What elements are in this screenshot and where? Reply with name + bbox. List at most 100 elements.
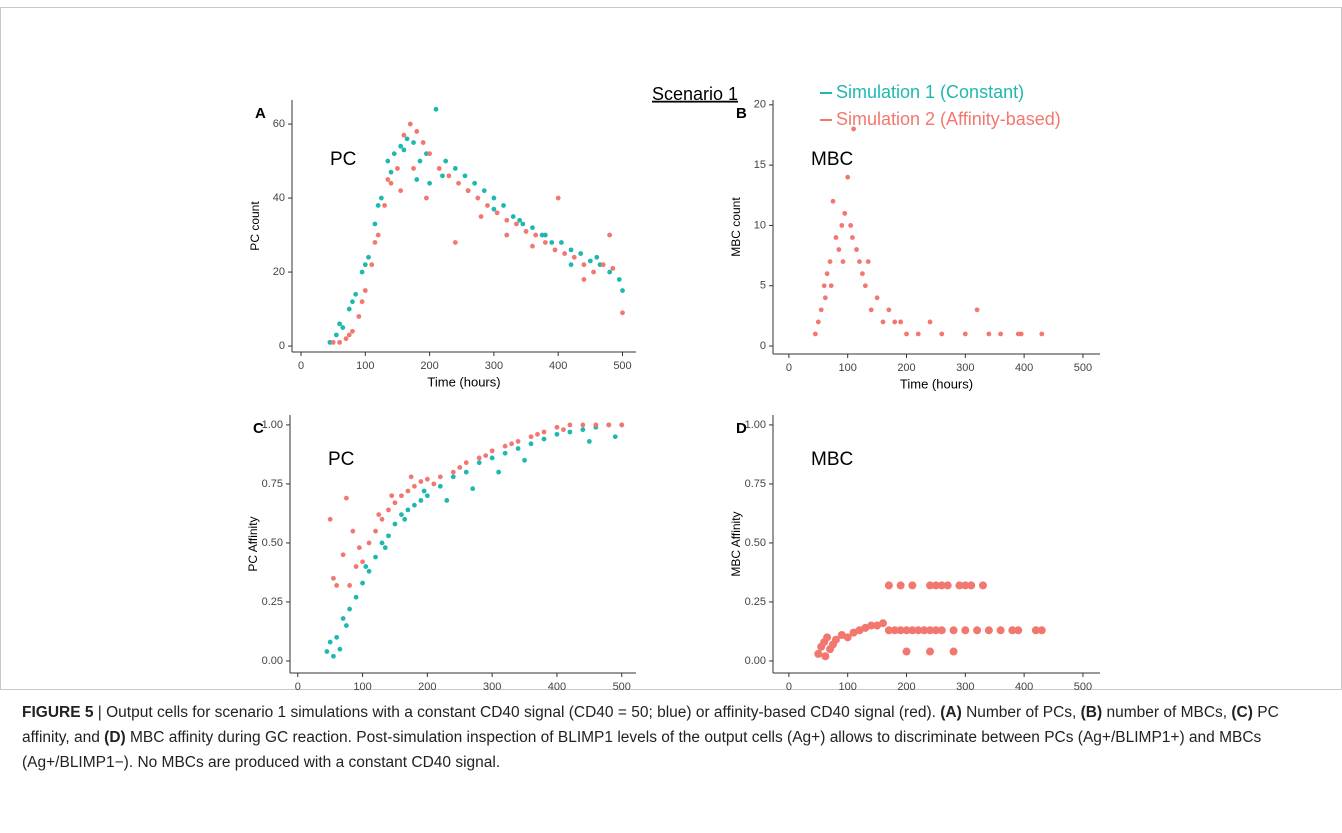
data-point	[373, 528, 378, 534]
data-point	[359, 269, 365, 275]
data-point	[514, 221, 519, 227]
data-point	[616, 277, 622, 282]
data-point	[392, 521, 398, 527]
data-point	[392, 500, 398, 506]
data-point	[334, 634, 340, 640]
data-point	[821, 283, 827, 289]
panel-letter: D	[736, 420, 747, 437]
data-point	[939, 331, 945, 337]
data-point	[330, 339, 336, 345]
x-tick-label: 500	[1074, 362, 1092, 374]
data-point	[562, 251, 568, 256]
data-point	[843, 633, 852, 642]
data-point	[504, 217, 510, 223]
x-tick-label: 400	[549, 360, 567, 372]
data-point	[986, 331, 992, 337]
data-point	[926, 626, 935, 635]
data-point	[927, 319, 933, 325]
data-point	[859, 271, 865, 277]
data-point	[580, 422, 586, 428]
data-point	[607, 232, 613, 238]
y-tick-label: 5	[760, 280, 766, 292]
data-point	[353, 594, 359, 600]
data-point	[360, 580, 365, 586]
x-tick-label: 200	[418, 681, 436, 690]
x-tick-label: 100	[839, 362, 857, 374]
data-point	[555, 195, 561, 201]
data-point	[967, 581, 976, 590]
data-point	[327, 639, 333, 645]
data-point	[502, 450, 508, 456]
x-tick-label: 300	[956, 362, 974, 374]
data-point	[831, 635, 840, 644]
data-point	[379, 540, 385, 546]
data-point	[824, 271, 830, 277]
y-tick-label: 0.00	[262, 655, 283, 667]
data-point	[337, 321, 342, 327]
data-point	[943, 581, 952, 590]
data-point	[509, 441, 514, 447]
data-point	[961, 626, 970, 635]
data-point	[427, 151, 432, 157]
data-point	[949, 647, 958, 656]
data-point	[350, 328, 355, 334]
data-point	[424, 476, 430, 482]
y-tick-label: 10	[754, 219, 766, 231]
x-tick-label: 300	[485, 360, 503, 372]
x-tick-label: 400	[548, 681, 566, 690]
data-point	[554, 431, 560, 437]
data-point	[504, 232, 510, 238]
data-point	[878, 619, 887, 628]
data-point	[949, 626, 958, 635]
data-point	[496, 469, 502, 475]
data-point	[1018, 331, 1024, 337]
data-point	[904, 331, 909, 337]
data-point	[440, 173, 445, 179]
data-point	[619, 422, 625, 428]
data-point	[996, 626, 1005, 635]
data-point	[372, 240, 378, 245]
data-point	[372, 221, 378, 227]
y-tick-label: 0.50	[745, 537, 766, 549]
data-point	[984, 626, 993, 635]
data-point	[483, 453, 489, 459]
data-point	[388, 169, 394, 175]
data-point	[481, 188, 487, 194]
data-point	[542, 240, 548, 245]
data-point	[382, 545, 388, 551]
data-point	[356, 314, 362, 319]
data-point	[446, 173, 452, 179]
data-point	[331, 653, 336, 659]
y-tick-label: 0.25	[262, 596, 283, 608]
data-point	[456, 180, 461, 186]
data-point	[533, 232, 539, 238]
data-point	[823, 633, 832, 642]
x-tick-label: 500	[613, 681, 631, 690]
data-point	[385, 158, 391, 164]
figure-title: Scenario 1	[652, 84, 738, 104]
data-point	[581, 277, 587, 282]
data-point	[452, 240, 458, 245]
data-point	[851, 126, 856, 132]
caption-segment: (C)	[1231, 704, 1253, 721]
legend-label: Simulation 1 (Constant)	[836, 82, 1024, 102]
data-point	[1014, 626, 1023, 635]
data-point	[485, 203, 490, 208]
data-point	[581, 262, 587, 268]
data-point	[402, 516, 408, 522]
data-point	[414, 129, 420, 134]
data-point	[347, 583, 353, 588]
data-point	[462, 173, 468, 179]
data-point	[362, 288, 368, 293]
data-point	[452, 166, 458, 171]
y-tick-label: 40	[273, 192, 285, 204]
data-point	[353, 291, 359, 297]
data-point	[411, 166, 416, 171]
x-tick-label: 300	[956, 681, 974, 690]
data-point	[418, 479, 424, 484]
data-point	[457, 465, 463, 470]
data-point	[350, 299, 355, 305]
y-tick-label: 0.00	[745, 655, 766, 667]
data-point	[350, 528, 356, 534]
data-point	[378, 195, 384, 201]
